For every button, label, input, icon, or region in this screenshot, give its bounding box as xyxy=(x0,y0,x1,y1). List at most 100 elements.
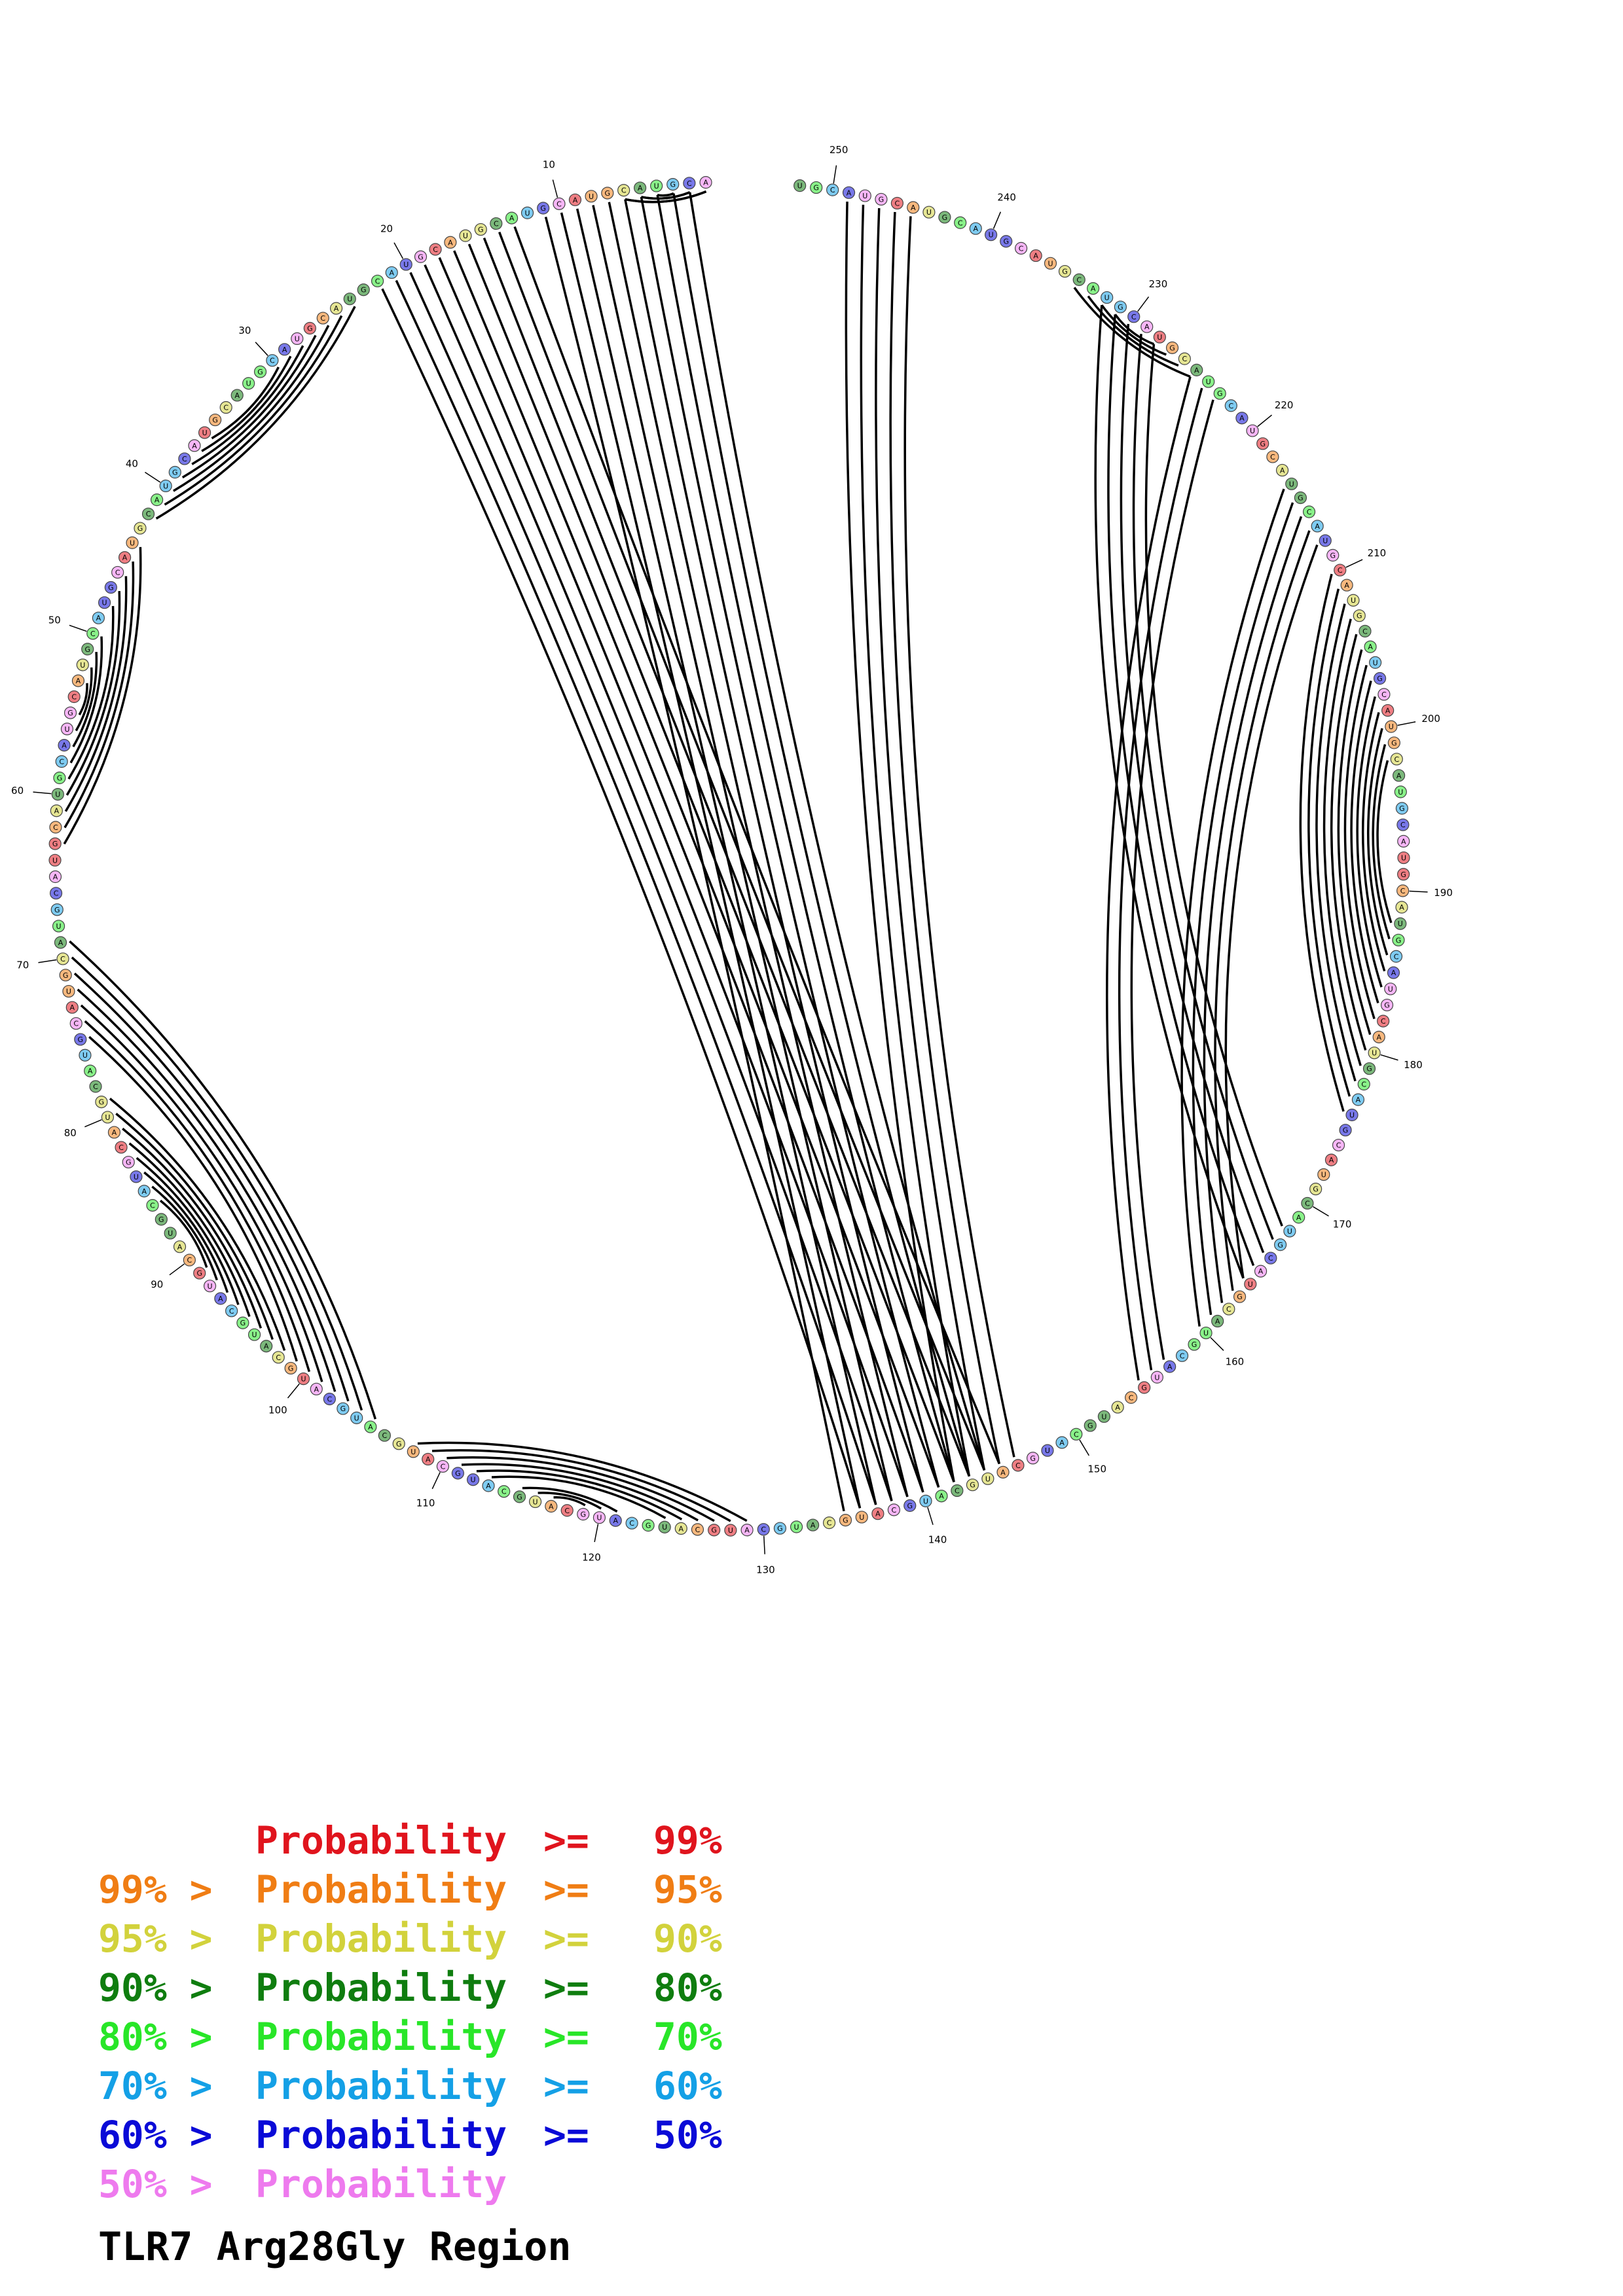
nucleotide: G xyxy=(1233,1290,1247,1303)
legend-word: Probability xyxy=(255,2064,507,2108)
nucleotide-circle xyxy=(137,1185,151,1198)
nucleotide-letter: A xyxy=(112,1128,117,1137)
nucleotide: A xyxy=(842,186,856,199)
legend-row: 60% > Probability >= 50% xyxy=(98,2114,722,2156)
base-pair-arc xyxy=(128,1142,251,1318)
nucleotide-letter: A xyxy=(192,442,197,450)
nucleotide-letter: G xyxy=(517,1493,522,1501)
nucleotide-letter: A xyxy=(53,873,58,882)
nucleotide: U xyxy=(585,190,598,203)
nucleotide-letter: G xyxy=(84,645,90,654)
nucleotide-circle xyxy=(1311,520,1324,533)
base-pair-arc xyxy=(80,1004,323,1382)
nucleotide: G xyxy=(451,1467,464,1480)
nucleotide-letter: A xyxy=(1315,522,1320,531)
nucleotide: G xyxy=(1188,1338,1201,1351)
nucleotide: G xyxy=(95,1095,108,1109)
legend-op: >= xyxy=(543,1867,589,1912)
nucleotide-circle xyxy=(1188,1338,1201,1351)
nucleotide: G xyxy=(513,1490,526,1503)
position-tick xyxy=(255,342,268,356)
nucleotide-circle xyxy=(1138,1381,1151,1394)
nucleotide: C xyxy=(1390,753,1403,766)
base-pair-arc xyxy=(592,205,893,1501)
nucleotide: G xyxy=(903,1499,917,1512)
base-pair-arc xyxy=(1307,588,1351,1097)
legend-op: >= xyxy=(543,2064,589,2108)
nucleotide: C xyxy=(266,354,279,367)
nucleotide-circle xyxy=(1072,273,1085,286)
nucleotide-letter: C xyxy=(53,823,58,832)
base-pair-arc xyxy=(395,279,877,1505)
nucleotide-circle xyxy=(1140,320,1154,333)
nucleotide: A xyxy=(806,1518,820,1532)
nucleotide-circle xyxy=(436,1460,450,1473)
nucleotide: C xyxy=(49,821,62,834)
nucleotide-circle xyxy=(822,1516,836,1530)
nucleotide-circle xyxy=(230,389,244,402)
nucleotide: U xyxy=(1041,1444,1054,1457)
nucleotide-circle xyxy=(699,176,712,189)
nucleotide-letter: C xyxy=(229,1307,234,1316)
nucleotide-circle xyxy=(1044,257,1057,270)
base-pair-arc xyxy=(69,636,103,764)
nucleotide: A xyxy=(1324,1153,1338,1166)
nucleotide-circle xyxy=(1396,818,1410,831)
position-label: 90 xyxy=(151,1278,163,1290)
nucleotide: C xyxy=(498,1485,511,1498)
position-label: 110 xyxy=(416,1498,435,1509)
nucleotide-letter: G xyxy=(67,709,73,717)
nucleotide-circle xyxy=(691,1523,704,1536)
legend-op: >= xyxy=(543,1916,589,1961)
nucleotide-circle xyxy=(806,1518,820,1532)
nucleotide: G xyxy=(1326,548,1340,562)
nucleotide-letter: U xyxy=(1250,427,1255,435)
nucleotide: A xyxy=(310,1382,323,1395)
nucleotide: C xyxy=(86,627,100,640)
nucleotide-circle xyxy=(875,192,888,206)
nucleotide: C xyxy=(1302,505,1316,518)
nucleotide-circle xyxy=(966,1479,979,1492)
nucleotide: U xyxy=(1394,785,1407,798)
nucleotide-letter: C xyxy=(1336,1141,1341,1150)
legend-threshold: 80% xyxy=(653,1965,722,2010)
nucleotide-circle xyxy=(316,312,329,325)
nucleotide-letter: U xyxy=(246,380,251,388)
nucleotide-letter: U xyxy=(1101,1412,1106,1421)
nucleotide: G xyxy=(1395,802,1409,815)
nucleotide-letter: U xyxy=(794,1523,799,1532)
nucleotide: C xyxy=(691,1523,704,1536)
nucleotide-letter: C xyxy=(1400,821,1406,829)
nucleotide: A xyxy=(1087,282,1100,295)
nucleotide-letter: U xyxy=(1104,294,1110,302)
position-label: 180 xyxy=(1404,1059,1423,1071)
nucleotide-letter: A xyxy=(1033,252,1038,260)
nucleotide: G xyxy=(1000,235,1013,248)
nucleotide-letter: G xyxy=(1396,936,1402,944)
nucleotide-circle xyxy=(1041,1444,1054,1457)
base-pair-arc xyxy=(438,257,924,1493)
nucleotide: G xyxy=(1256,437,1269,450)
nucleotide-circle xyxy=(907,201,920,214)
nucleotide-circle xyxy=(1394,917,1407,930)
nucleotide-circle xyxy=(310,1382,323,1395)
nucleotide-letter: A xyxy=(939,1492,944,1501)
nucleotide-circle xyxy=(79,1049,92,1062)
nucleotide: A xyxy=(1387,966,1400,979)
nucleotide-circle xyxy=(658,1520,671,1534)
nucleotide-letter: C xyxy=(761,1526,766,1534)
nucleotide-letter: U xyxy=(1398,788,1403,797)
nucleotide-letter: A xyxy=(875,1510,881,1518)
nucleotide-circle xyxy=(577,1507,590,1521)
nucleotide-letter: U xyxy=(252,1331,257,1339)
nucleotide-letter: U xyxy=(82,1051,88,1060)
nucleotide: C xyxy=(1222,1302,1235,1316)
base-pair-arc xyxy=(69,940,376,1420)
nucleotide-letter: G xyxy=(99,1098,105,1107)
nucleotide-letter: C xyxy=(327,1395,333,1403)
nucleotide-circle xyxy=(303,321,316,335)
nucleotide: C xyxy=(323,1392,336,1406)
nucleotide-circle xyxy=(553,197,566,210)
nucleotide: C xyxy=(219,401,232,414)
nucleotide-letter: C xyxy=(115,568,120,577)
